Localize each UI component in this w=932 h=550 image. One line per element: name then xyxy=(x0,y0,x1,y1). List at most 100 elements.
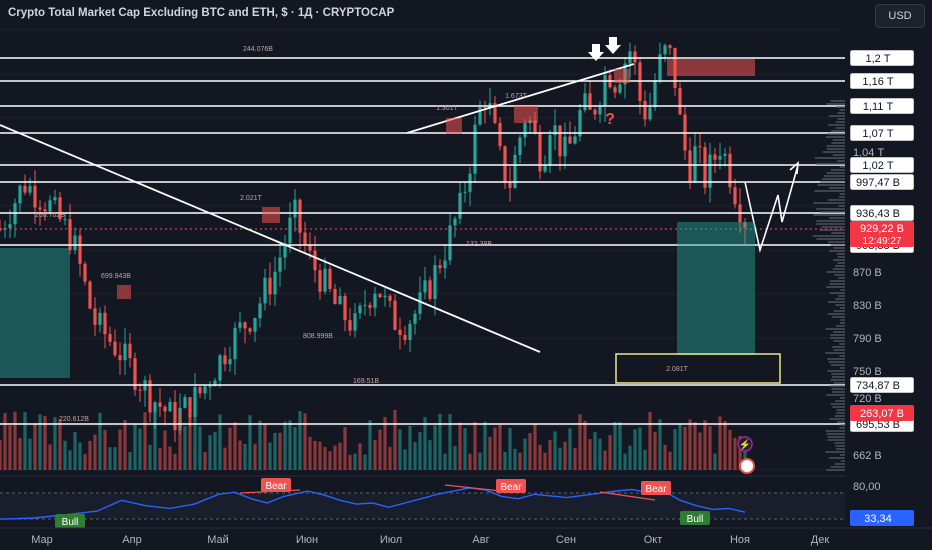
volume-bar xyxy=(608,435,612,470)
supply-zone xyxy=(614,69,630,83)
volume-profile-bar xyxy=(839,193,845,195)
volume-bar xyxy=(498,425,502,470)
y-tick-label: 830 В xyxy=(853,300,882,312)
candle-body xyxy=(423,280,427,293)
volume-profile-bar xyxy=(826,394,845,396)
volume-bar xyxy=(693,422,697,470)
volume-profile-bar xyxy=(814,190,845,192)
candle-body xyxy=(613,87,617,93)
volume-bar xyxy=(493,427,497,470)
volume-bar xyxy=(553,431,557,470)
lightning-glyph: ⚡ xyxy=(739,438,751,451)
volume-bar xyxy=(0,440,2,470)
volume-profile-bar xyxy=(830,403,845,405)
candle-body xyxy=(728,153,732,188)
candle-body xyxy=(138,389,142,391)
candle-body xyxy=(263,277,267,304)
volume-bar xyxy=(413,442,417,470)
volume-bar xyxy=(733,437,737,470)
volume-bar xyxy=(8,425,12,470)
volume-bar xyxy=(123,420,127,470)
supply-zone xyxy=(446,118,462,134)
volume-profile-bar xyxy=(836,412,845,414)
rsi-band xyxy=(0,493,845,519)
candle-body xyxy=(573,136,577,144)
volume-bar xyxy=(478,452,482,470)
short-target-zone xyxy=(677,222,755,355)
candle-body xyxy=(268,277,272,295)
volume-bar xyxy=(403,449,407,470)
volume-profile-bar xyxy=(825,352,845,354)
volume-bar xyxy=(583,420,587,470)
volume-bar xyxy=(73,432,77,470)
volume-bar xyxy=(488,436,492,470)
candle-body xyxy=(243,322,247,329)
volume-bar xyxy=(208,435,212,470)
long-zone xyxy=(0,248,70,378)
volume-profile-bar xyxy=(835,400,845,402)
volume-profile-bar xyxy=(832,268,845,270)
x-tick-label: Апр xyxy=(122,534,141,546)
volume-bar xyxy=(98,412,102,470)
candle-body xyxy=(558,125,562,157)
volume-bar xyxy=(703,420,707,470)
svg-text:1,07 Т: 1,07 Т xyxy=(862,128,893,140)
candle-body xyxy=(633,51,637,63)
svg-text:33,34: 33,34 xyxy=(864,513,892,525)
volume-bar xyxy=(173,453,177,470)
candle-body xyxy=(203,386,207,394)
volume-bar xyxy=(398,429,402,470)
candle-body xyxy=(28,185,32,193)
volume-bar xyxy=(518,452,522,470)
volume-bar xyxy=(643,449,647,470)
candle-body xyxy=(308,245,312,251)
chart-annotation: 2.081T xyxy=(666,366,689,373)
volume-bar xyxy=(373,439,377,470)
volume-bar xyxy=(523,438,527,470)
candle-body xyxy=(368,304,372,308)
volume-profile-bar xyxy=(827,313,845,315)
volume-bar xyxy=(738,436,742,470)
svg-text:1,11 Т: 1,11 Т xyxy=(863,101,894,113)
candle-body xyxy=(83,263,87,282)
current-price-label: 929,22 В12:49:27 xyxy=(850,221,914,247)
volume-bar xyxy=(408,425,412,470)
volume-profile-bar xyxy=(829,283,845,285)
candle-body xyxy=(658,54,662,81)
candle-body xyxy=(278,257,282,272)
level-price-label: 1,11 Т xyxy=(849,97,915,115)
svg-text:263,07 В: 263,07 В xyxy=(860,408,904,420)
candle-body xyxy=(173,402,177,431)
candle-body xyxy=(73,235,77,251)
volume-bar xyxy=(218,414,222,470)
divergence-line xyxy=(599,491,656,501)
volume-profile-bar xyxy=(826,286,845,288)
volume-profile-bar xyxy=(819,229,845,231)
candle-body xyxy=(248,328,252,332)
volume-bar xyxy=(138,428,142,470)
candle-body xyxy=(648,107,652,120)
volume-profile-bar xyxy=(839,397,845,399)
volume-profile-bar xyxy=(816,163,845,165)
svg-text:Bear: Bear xyxy=(265,481,287,492)
volume-bar xyxy=(93,434,97,470)
volume-profile-bar xyxy=(826,145,845,147)
volume-bar xyxy=(278,432,282,470)
volume-bar xyxy=(78,442,82,470)
volume-bar xyxy=(353,453,357,470)
candle-body xyxy=(473,124,477,174)
volume-profile-bar xyxy=(827,199,845,201)
volume-profile-bar xyxy=(829,418,845,420)
rsi-bear-label: Bear xyxy=(641,481,671,495)
volume-profile-bar xyxy=(840,460,845,462)
currency-button[interactable]: USD xyxy=(875,4,925,28)
volume-profile-bar xyxy=(830,337,845,339)
volume-bar xyxy=(728,429,732,470)
candle-body xyxy=(618,84,622,93)
volume-bar xyxy=(673,429,677,470)
candle-body xyxy=(678,87,682,115)
rsi-upper-label: 80,00 xyxy=(853,481,881,493)
volume-bar xyxy=(203,452,207,470)
